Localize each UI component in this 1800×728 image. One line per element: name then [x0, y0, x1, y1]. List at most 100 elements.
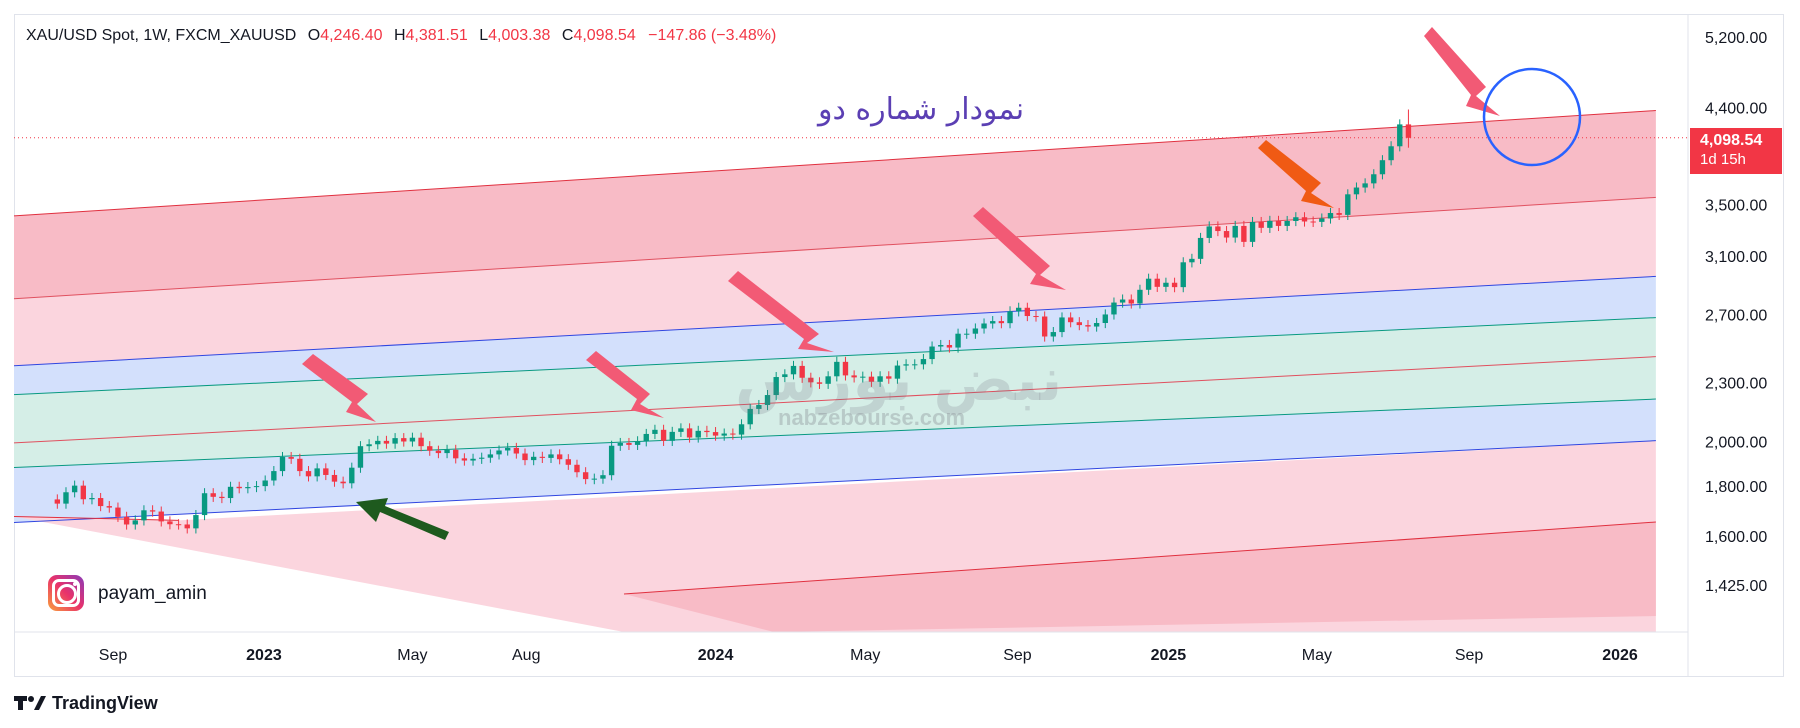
- candle[interactable]: [392, 433, 398, 449]
- candle[interactable]: [825, 371, 831, 389]
- candle[interactable]: [349, 462, 355, 489]
- candle[interactable]: [920, 354, 927, 370]
- candle[interactable]: [435, 445, 442, 459]
- candle[interactable]: [1319, 213, 1325, 227]
- arrow-drawing[interactable]: [1424, 27, 1500, 116]
- candle[interactable]: [522, 448, 528, 466]
- candle[interactable]: [401, 433, 407, 447]
- candle[interactable]: [175, 519, 182, 530]
- candle[interactable]: [444, 444, 450, 459]
- candle[interactable]: [1397, 119, 1403, 152]
- candle[interactable]: [219, 491, 225, 504]
- candle[interactable]: [972, 323, 979, 339]
- candle[interactable]: [1085, 320, 1091, 332]
- candle[interactable]: [764, 389, 771, 411]
- candle[interactable]: [1284, 215, 1290, 232]
- candle[interactable]: [262, 475, 268, 492]
- candle[interactable]: [591, 473, 597, 485]
- annotation-text[interactable]: نمودار شماره دو: [818, 92, 1025, 127]
- candle[interactable]: [1327, 207, 1334, 224]
- arrow-drawing[interactable]: [973, 207, 1066, 290]
- candle[interactable]: [158, 506, 164, 527]
- candle[interactable]: [548, 449, 554, 464]
- candle[interactable]: [1076, 317, 1082, 331]
- candle[interactable]: [868, 371, 875, 387]
- candle[interactable]: [1015, 302, 1022, 317]
- candle[interactable]: [513, 442, 520, 459]
- candle[interactable]: [1275, 215, 1282, 232]
- candle[interactable]: [1206, 221, 1212, 244]
- candle[interactable]: [375, 435, 381, 450]
- candle[interactable]: [1371, 169, 1377, 189]
- candle[interactable]: [877, 371, 883, 387]
- candle[interactable]: [634, 436, 641, 451]
- candle[interactable]: [1067, 312, 1074, 328]
- candle[interactable]: [964, 328, 970, 339]
- candle[interactable]: [184, 519, 190, 534]
- candle[interactable]: [652, 424, 658, 440]
- candle[interactable]: [539, 451, 546, 464]
- candle[interactable]: [323, 463, 329, 481]
- candle[interactable]: [608, 440, 615, 481]
- candle[interactable]: [1050, 327, 1057, 342]
- candle[interactable]: [271, 466, 277, 486]
- candle[interactable]: [1249, 216, 1256, 247]
- candle[interactable]: [496, 445, 502, 460]
- arrow-drawing[interactable]: [728, 271, 834, 352]
- candle[interactable]: [1180, 257, 1186, 293]
- candle[interactable]: [1258, 216, 1264, 233]
- candle[interactable]: [1232, 220, 1238, 243]
- arrow-drawing-orange[interactable]: [1258, 140, 1334, 208]
- candle[interactable]: [990, 316, 996, 329]
- candle[interactable]: [1007, 306, 1013, 329]
- candle[interactable]: [505, 442, 511, 456]
- candle[interactable]: [210, 488, 216, 502]
- tradingview-logo[interactable]: TradingView: [14, 690, 158, 716]
- candle[interactable]: [1137, 284, 1143, 309]
- candle[interactable]: [245, 481, 251, 494]
- candle[interactable]: [1145, 273, 1152, 295]
- candle[interactable]: [1301, 212, 1308, 227]
- candle[interactable]: [1362, 178, 1368, 193]
- candle[interactable]: [556, 449, 563, 465]
- candle[interactable]: [383, 435, 390, 449]
- candle[interactable]: [331, 469, 338, 487]
- candle[interactable]: [747, 403, 753, 430]
- candle[interactable]: [981, 318, 987, 334]
- candle[interactable]: [97, 492, 104, 512]
- drawings[interactable]: [302, 27, 1582, 540]
- candle[interactable]: [149, 505, 156, 517]
- candle[interactable]: [712, 427, 719, 441]
- candle[interactable]: [808, 372, 814, 388]
- candle[interactable]: [1388, 141, 1394, 166]
- candle[interactable]: [193, 510, 199, 534]
- candle[interactable]: [660, 424, 667, 446]
- candle[interactable]: [955, 328, 961, 353]
- candle[interactable]: [1223, 225, 1230, 243]
- candle[interactable]: [63, 487, 69, 509]
- candle[interactable]: [886, 371, 892, 384]
- arrow-drawing-green[interactable]: [356, 498, 449, 540]
- candle[interactable]: [1310, 216, 1316, 227]
- candle[interactable]: [903, 359, 909, 371]
- candle[interactable]: [132, 515, 138, 530]
- candle[interactable]: [236, 481, 242, 494]
- candle[interactable]: [790, 360, 797, 380]
- candle[interactable]: [1033, 310, 1039, 322]
- candle[interactable]: [643, 428, 649, 447]
- candle[interactable]: [427, 441, 433, 456]
- candle[interactable]: [418, 432, 424, 452]
- candle[interactable]: [530, 451, 537, 466]
- candle[interactable]: [227, 481, 234, 504]
- candle[interactable]: [1171, 277, 1178, 293]
- candle[interactable]: [617, 437, 623, 451]
- candle[interactable]: [721, 428, 727, 441]
- candle[interactable]: [479, 452, 485, 464]
- candle[interactable]: [453, 444, 459, 464]
- candle[interactable]: [1119, 294, 1126, 308]
- candle[interactable]: [141, 505, 147, 526]
- candle[interactable]: [470, 453, 476, 466]
- candle[interactable]: [201, 488, 208, 521]
- candle[interactable]: [1102, 309, 1108, 329]
- candle[interactable]: [1093, 317, 1100, 332]
